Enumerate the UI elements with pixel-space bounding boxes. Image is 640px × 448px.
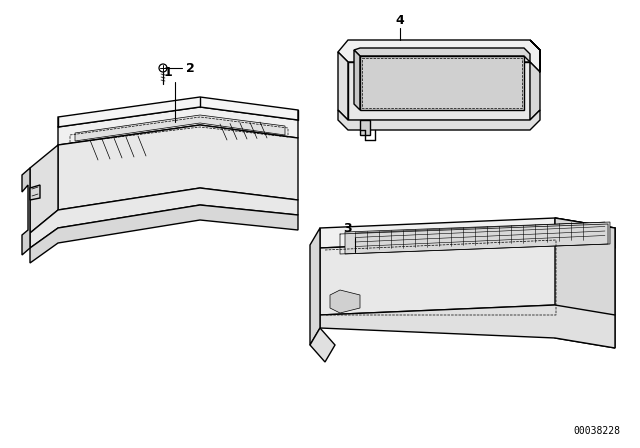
Text: 00038228: 00038228	[573, 426, 620, 436]
Polygon shape	[310, 328, 335, 362]
Polygon shape	[530, 40, 540, 120]
Text: 2: 2	[186, 61, 195, 74]
Polygon shape	[30, 185, 40, 200]
Text: 1: 1	[164, 65, 172, 78]
Polygon shape	[30, 188, 298, 248]
Polygon shape	[348, 62, 530, 120]
Polygon shape	[310, 228, 320, 345]
Polygon shape	[75, 115, 285, 141]
Polygon shape	[330, 290, 360, 313]
Polygon shape	[58, 125, 298, 210]
Polygon shape	[360, 56, 524, 110]
Polygon shape	[360, 120, 370, 135]
Polygon shape	[354, 50, 360, 110]
Text: 3: 3	[344, 221, 352, 234]
Polygon shape	[338, 52, 348, 120]
Polygon shape	[58, 107, 298, 145]
Bar	[565, 292, 579, 298]
Polygon shape	[22, 168, 30, 255]
Polygon shape	[30, 205, 298, 263]
Polygon shape	[555, 218, 615, 248]
Polygon shape	[338, 110, 540, 130]
Text: 4: 4	[396, 13, 404, 26]
Polygon shape	[345, 222, 610, 254]
Polygon shape	[30, 145, 58, 233]
Polygon shape	[320, 218, 615, 248]
Polygon shape	[320, 238, 615, 315]
Polygon shape	[354, 48, 530, 62]
Polygon shape	[58, 97, 298, 127]
Polygon shape	[338, 40, 540, 72]
Polygon shape	[555, 218, 615, 348]
Polygon shape	[320, 305, 615, 348]
